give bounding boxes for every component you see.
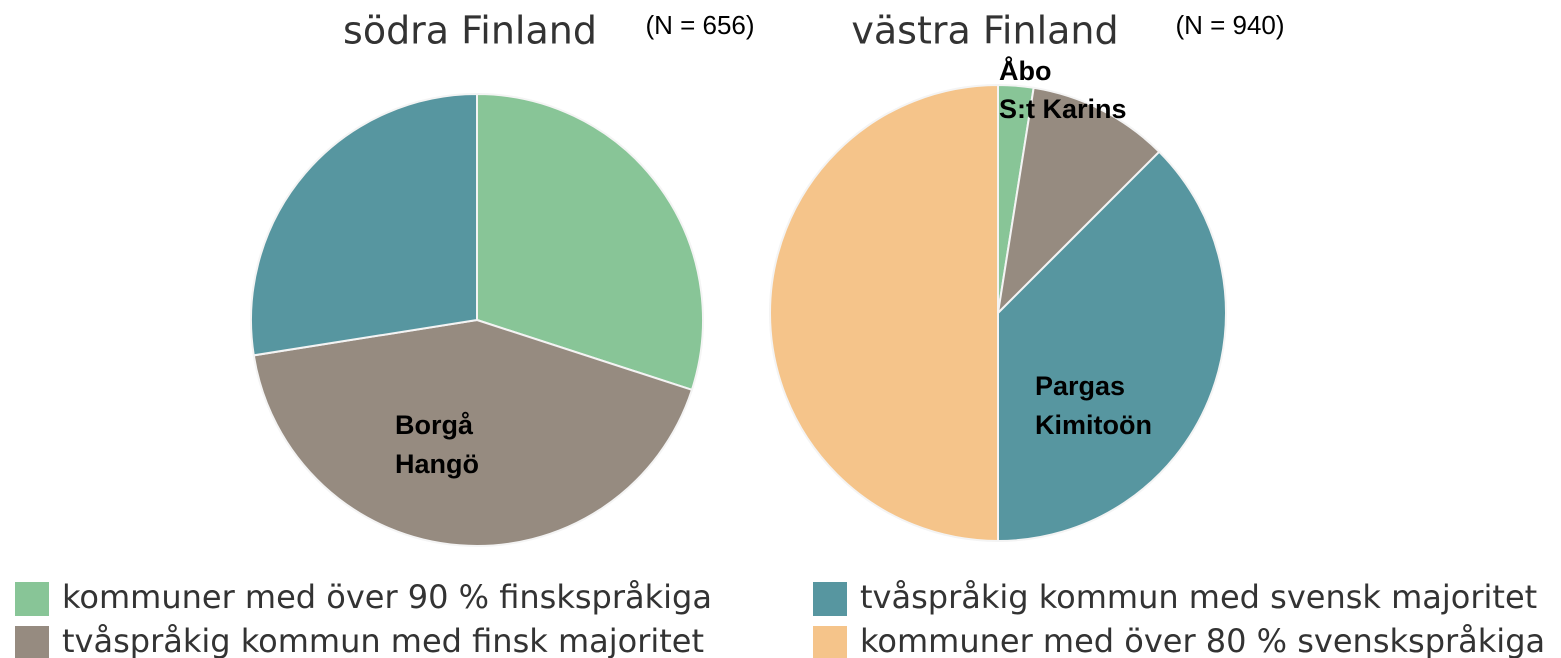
legend-label: tvåspråkig kommun med finsk majoritet: [62, 622, 704, 658]
legend-swatch: [813, 582, 847, 616]
legend-swatch: [813, 626, 847, 658]
annotation: S:t Karins: [999, 94, 1127, 124]
sample-size: (N = 656): [645, 10, 754, 40]
legend-label: kommuner med över 80 % svenskspråkiga: [860, 622, 1545, 658]
sample-size: (N = 940): [1175, 10, 1284, 40]
legend-label: kommuner med över 90 % finskspråkiga: [62, 578, 712, 616]
annotation: Hangö: [395, 449, 479, 479]
pie-slice: [252, 318, 694, 547]
chart-title: södra Finland: [343, 9, 597, 53]
legend-swatch: [15, 582, 49, 616]
pie-slice: [250, 92, 478, 357]
pie-slice: [476, 92, 704, 392]
pie-slice: [997, 150, 1227, 543]
pie-slice: [996, 86, 1161, 316]
annotation: Borgå: [395, 410, 474, 440]
legend-label: tvåspråkig kommun med svensk majoritet: [860, 578, 1537, 616]
legend-swatch: [15, 626, 49, 658]
pie-slice: [769, 83, 999, 543]
annotation: Åbo: [999, 55, 1051, 86]
annotation: Pargas: [1035, 371, 1125, 401]
annotation: Kimitoön: [1035, 410, 1152, 440]
chart-title: västra Finland: [851, 9, 1118, 53]
